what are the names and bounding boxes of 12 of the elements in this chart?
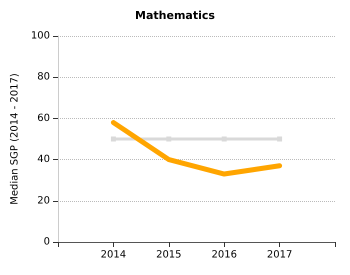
y-tick-label: 80 [37, 72, 50, 83]
y-axis-title: Median SGP (2014 - 2017) [10, 73, 20, 205]
chart-title: Mathematics [135, 9, 216, 22]
x-tick-label: 2016 [211, 250, 237, 260]
x-tick-label: 2017 [266, 250, 292, 260]
x-tick-label: 2015 [156, 250, 182, 260]
x-tick-label: 2014 [100, 250, 126, 260]
y-tick-label: 20 [37, 195, 50, 206]
y-tick-label: 0 [44, 236, 50, 248]
y-tick-label: 100 [30, 30, 50, 42]
y-tick-label: 40 [37, 154, 50, 166]
y-tick-label: 60 [37, 112, 50, 124]
